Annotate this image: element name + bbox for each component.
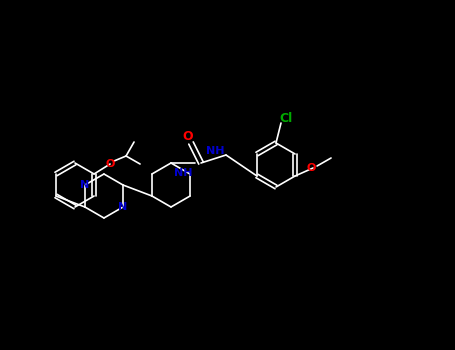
Text: N: N bbox=[118, 202, 127, 212]
Text: NH: NH bbox=[206, 146, 225, 156]
Text: O: O bbox=[306, 163, 316, 173]
Text: O: O bbox=[106, 159, 115, 169]
Text: N: N bbox=[80, 180, 90, 190]
Text: O: O bbox=[183, 131, 193, 144]
Text: NH: NH bbox=[174, 168, 192, 178]
Text: Cl: Cl bbox=[279, 112, 293, 126]
